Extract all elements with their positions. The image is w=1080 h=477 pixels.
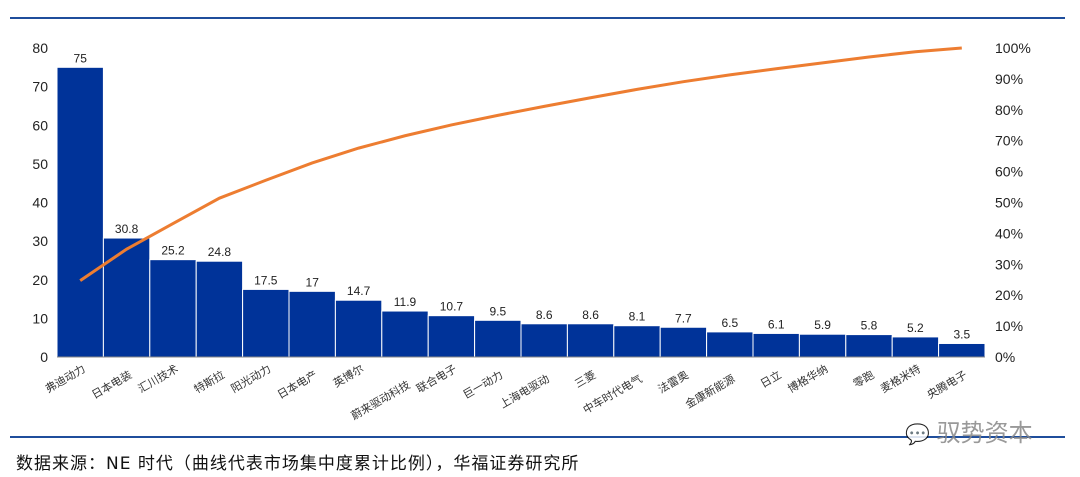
x-tick-label: 法雷奥 (655, 367, 691, 396)
data-label: 24.8 (208, 245, 232, 259)
x-tick-label: 特斯拉 (191, 367, 227, 396)
y-tick-label: 20 (32, 272, 48, 288)
x-tick-label: 三菱 (573, 368, 599, 390)
bar (334, 299, 383, 358)
data-label: 7.7 (675, 311, 692, 325)
bar (798, 333, 847, 358)
bar (195, 260, 244, 358)
data-label: 25.2 (161, 244, 185, 258)
data-label: 5.8 (861, 319, 878, 333)
y2-tick-label: 30% (995, 256, 1023, 272)
x-tick-label: 英博尔 (331, 361, 367, 390)
data-label: 11.9 (394, 295, 417, 309)
x-tick-label: 弗迪动力 (43, 361, 88, 395)
y-tick-label: 80 (32, 40, 48, 56)
data-label: 5.9 (814, 318, 831, 332)
y-tick-label: 70 (32, 79, 48, 95)
x-tick-label: 金康新能源 (683, 371, 738, 411)
y-tick-label: 30 (32, 233, 48, 249)
x-tick-label: 巨一动力 (461, 368, 506, 401)
y-tick-label: 10 (32, 310, 48, 326)
data-label: 14.7 (347, 284, 371, 298)
x-tick-label: 日立 (758, 367, 784, 390)
bar (242, 288, 290, 358)
data-label: 75 (74, 51, 88, 65)
y2-tick-label: 10% (995, 318, 1023, 334)
y-tick-label: 0 (40, 349, 48, 365)
bar (891, 336, 940, 358)
data-label: 6.5 (721, 316, 738, 330)
y2-tick-label: 0% (995, 349, 1015, 365)
data-label: 30.8 (115, 222, 139, 236)
y2-tick-label: 60% (995, 164, 1023, 180)
bar (56, 66, 104, 358)
bar (938, 342, 986, 358)
data-label: 5.2 (907, 321, 924, 335)
data-label: 8.6 (582, 308, 599, 322)
y2-tick-label: 90% (995, 71, 1023, 87)
data-label: 3.5 (953, 327, 970, 341)
bar (288, 290, 336, 358)
y2-tick-label: 20% (995, 287, 1023, 303)
watermark-text: 驭势资本 (936, 420, 1033, 447)
y-tick-label: 50 (32, 156, 48, 172)
y2-tick-label: 80% (995, 102, 1023, 118)
x-tick-label: 央腾电子 (924, 367, 969, 401)
bar (659, 326, 708, 358)
x-tick-label: 日本电装 (89, 367, 134, 401)
bar (149, 259, 197, 358)
data-label: 17.5 (254, 273, 278, 287)
bar (845, 334, 893, 358)
bar (102, 237, 151, 358)
y2-tick-label: 70% (995, 133, 1023, 149)
y2-tick-label: 100% (995, 40, 1031, 56)
y2-tick-label: 40% (995, 225, 1023, 241)
data-label: 6.1 (768, 317, 785, 331)
watermark: 💬 驭势资本 (905, 413, 1033, 448)
bottom-rule (10, 436, 1065, 438)
pareto-chart: 0 10 20 30 40 50 60 70 80 0% 10% 20% 30% 40% 50% 60% 70%… (32, 40, 1031, 423)
x-tick-label: 阳光动力 (228, 361, 273, 395)
bar (427, 315, 476, 358)
source-note: 数据来源：NE 时代（曲线代表市场集中度累计比例），华福证券研究所 (16, 454, 580, 474)
x-tick-label: 上海电驱动 (497, 371, 552, 411)
y2-tick-label: 50% (995, 195, 1023, 211)
bar (752, 332, 800, 358)
y-tick-label: 40 (32, 195, 48, 211)
cumulative-line (79, 46, 962, 282)
top-rule (10, 17, 1065, 19)
data-label: 17 (306, 275, 320, 289)
x-tick-label: 博格华纳 (785, 361, 830, 395)
x-tick-label: 日本电产 (275, 367, 320, 401)
x-tick-label: 麦格米特 (878, 361, 923, 395)
x-tick-label: 联合电子 (414, 361, 459, 395)
x-tick-label: 汇川技术 (136, 362, 181, 395)
data-label: 8.1 (629, 310, 646, 324)
data-label: 10.7 (440, 300, 464, 314)
y-tick-label: 60 (32, 117, 48, 133)
bar (566, 323, 615, 358)
data-label: 8.6 (536, 308, 553, 322)
bar (520, 323, 568, 358)
data-label: 9.5 (489, 304, 506, 318)
x-tick-label: 蔚来驱动科技 (348, 377, 412, 422)
x-tick-label: 零跑 (850, 367, 876, 390)
wechat-icon: 💬 (905, 424, 930, 446)
bar (613, 325, 661, 358)
bar (381, 310, 429, 358)
bar (706, 331, 754, 358)
bar (474, 319, 522, 358)
